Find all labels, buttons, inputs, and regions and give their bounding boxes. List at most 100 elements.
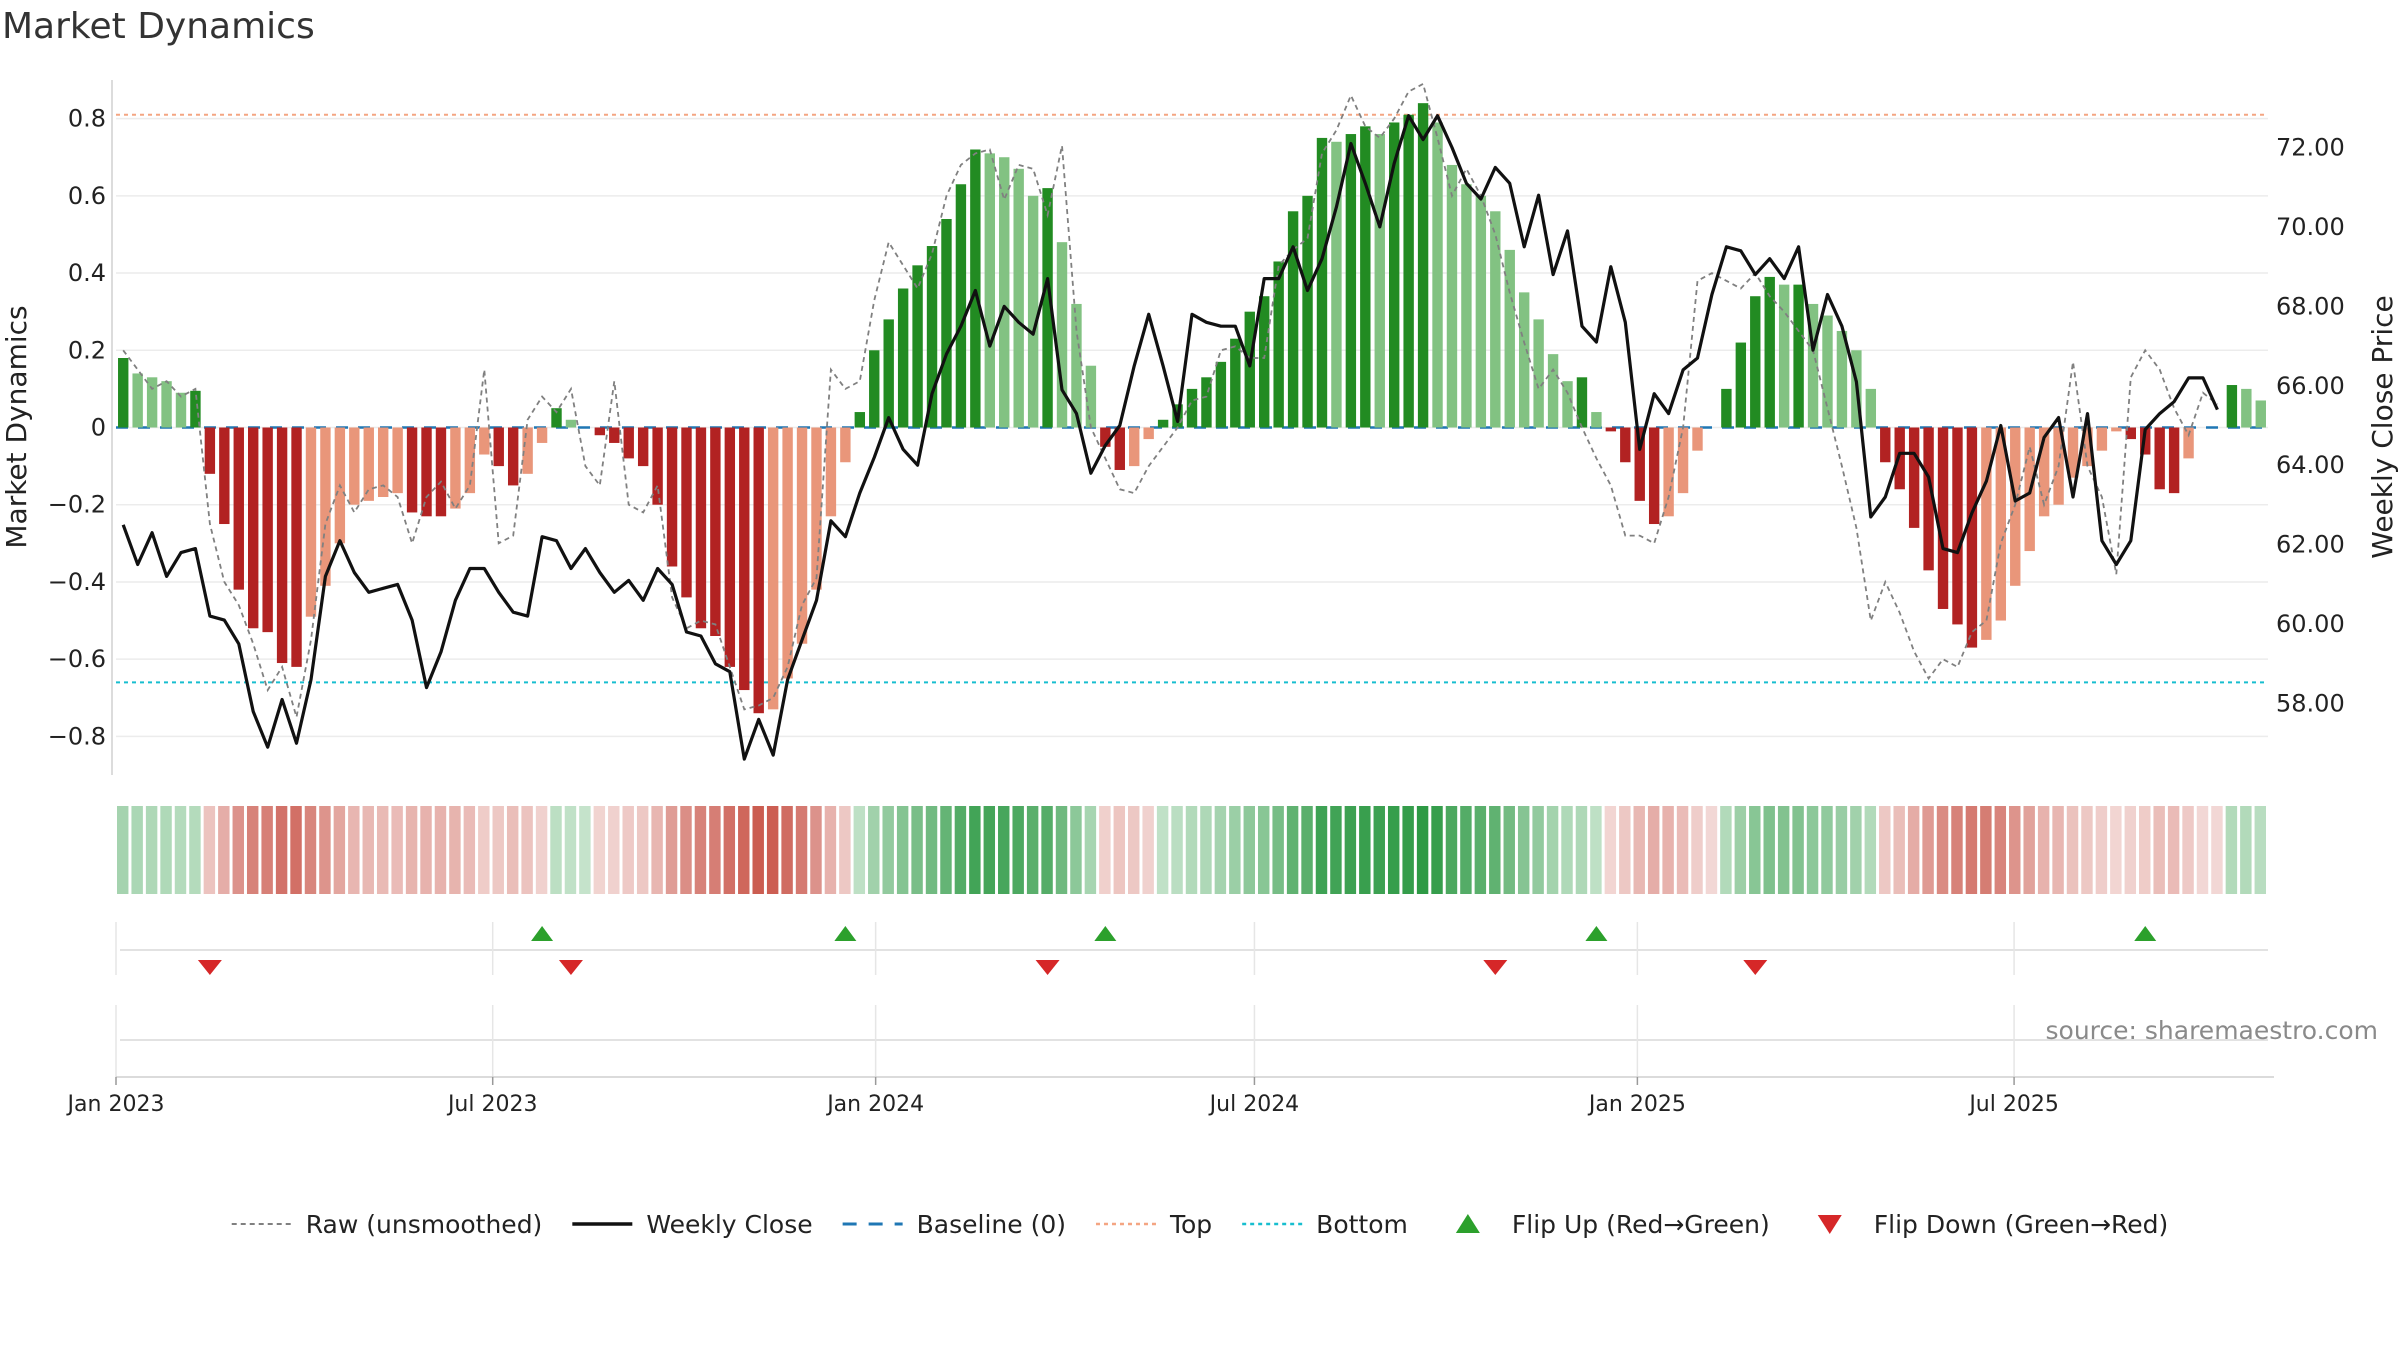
legend-label: Flip Down (Green→Red) <box>1874 1210 2169 1239</box>
dynamics-bar <box>1490 211 1501 428</box>
heat-cell <box>1734 806 1747 894</box>
heat-cell <box>1214 806 1227 894</box>
dynamics-bar <box>305 427 317 617</box>
dynamics-bar <box>825 427 837 517</box>
heat-cell <box>1185 806 1198 894</box>
dynamics-bar <box>2241 388 2252 428</box>
dynamics-bar <box>1562 381 1573 428</box>
dynamics-bar <box>2082 427 2093 467</box>
dynamics-bar <box>1836 330 1848 428</box>
dynamics-bar <box>739 427 750 691</box>
heat-cell <box>1980 806 1992 894</box>
heat-cell <box>1113 806 1126 894</box>
heat-cell <box>1055 806 1068 894</box>
dynamics-bar <box>637 427 649 467</box>
heat-cell <box>405 806 418 894</box>
dynamics-bar <box>1345 134 1357 428</box>
dynamics-bar <box>565 419 577 428</box>
heat-cell <box>1792 806 1804 894</box>
dynamics-bar <box>1100 427 1111 447</box>
dynamics-bar <box>1461 184 1472 428</box>
heat-cell <box>636 806 649 894</box>
left-tick-label: 0 <box>91 414 106 442</box>
dynamics-bar <box>652 427 663 505</box>
dynamics-bar <box>493 427 504 467</box>
dynamics-bar <box>146 377 158 428</box>
dynamics-bar <box>941 219 952 428</box>
heat-cell <box>1864 806 1877 894</box>
heat-cell <box>131 806 143 894</box>
heat-cell <box>290 806 302 894</box>
dynamics-bar <box>2125 427 2136 440</box>
heat-cell <box>550 806 562 894</box>
chart-title: Market Dynamics <box>2 6 315 47</box>
heat-cell <box>1474 806 1487 894</box>
dynamics-bar <box>1417 103 1429 428</box>
dynamics-bar <box>854 412 866 428</box>
dynamics-bar <box>421 427 432 517</box>
dynamics-bar <box>1518 292 1530 428</box>
heat-cell <box>868 806 880 894</box>
empty-bottom-panel <box>115 1005 2268 1077</box>
heat-cell <box>304 806 317 894</box>
dynamics-bar <box>276 427 288 664</box>
dynamics-bar <box>1475 195 1487 428</box>
heat-cell <box>998 806 1010 894</box>
flip-up-marker <box>1585 926 1608 941</box>
heat-cell <box>1315 806 1328 894</box>
weekly-close-series <box>121 114 2219 761</box>
dynamics-bar <box>219 427 230 525</box>
heat-cell <box>1416 806 1429 894</box>
heat-cell <box>174 806 187 894</box>
heat-cell <box>1156 806 1169 894</box>
dynamics-bar <box>233 427 244 590</box>
heat-cell <box>189 806 201 894</box>
heat-cell <box>2182 806 2194 894</box>
heat-cell <box>1142 806 1154 894</box>
right-tick-label: 64.00 <box>2276 451 2345 479</box>
heat-cell <box>1676 806 1689 894</box>
heat-cell <box>1445 806 1458 894</box>
x-tick-label: Jul 2024 <box>1208 1092 1300 1117</box>
dynamics-bar <box>1042 188 1053 428</box>
heat-cell <box>391 806 403 894</box>
heat-cell <box>2052 806 2064 894</box>
legend-swatch <box>1455 1214 1480 1233</box>
flip-up-marker <box>2134 926 2157 941</box>
heat-cell <box>1575 806 1588 894</box>
dynamics-bar <box>1027 195 1039 428</box>
heat-cell <box>882 806 894 894</box>
dynamics-bar <box>2111 427 2122 432</box>
heat-cell <box>1835 806 1848 894</box>
dynamics-bar <box>1316 137 1328 428</box>
dynamics-bar <box>999 157 1010 428</box>
heat-cell <box>1662 806 1674 894</box>
raw-series <box>122 82 2218 718</box>
dynamics-bar <box>1952 427 1963 625</box>
heat-cell <box>709 806 721 894</box>
dynamics-bar <box>1692 427 1703 451</box>
heat-cell <box>1272 806 1284 894</box>
flip-up-marker <box>531 926 554 941</box>
dynamics-bar <box>1432 122 1443 428</box>
heat-cell <box>2095 806 2108 894</box>
dynamics-bar <box>1360 126 1371 428</box>
left-tick-label: −0.6 <box>48 645 106 673</box>
dynamics-bar <box>1287 211 1299 428</box>
x-axis: Jan 2023 Jul 2023 Jan 2024 Jul 2024 Jan 2025… <box>66 1076 2274 1117</box>
dynamics-bar <box>594 427 606 436</box>
heat-cell <box>348 806 360 894</box>
heat-cell <box>1821 806 1833 894</box>
heat-cell <box>2196 806 2209 894</box>
dynamics-bar <box>1331 141 1342 428</box>
heat-cell <box>2066 806 2079 894</box>
heat-cell <box>608 806 620 894</box>
left-tick-label: 0.2 <box>68 336 106 364</box>
dynamics-bar <box>1923 427 1934 571</box>
legend-item: Top <box>1095 1210 1212 1239</box>
heat-cell <box>1951 806 1963 894</box>
heat-cell <box>2124 806 2137 894</box>
dynamics-bar <box>1129 427 1140 467</box>
flip-markers-panel <box>115 922 2268 975</box>
heat-cell <box>2023 806 2035 894</box>
